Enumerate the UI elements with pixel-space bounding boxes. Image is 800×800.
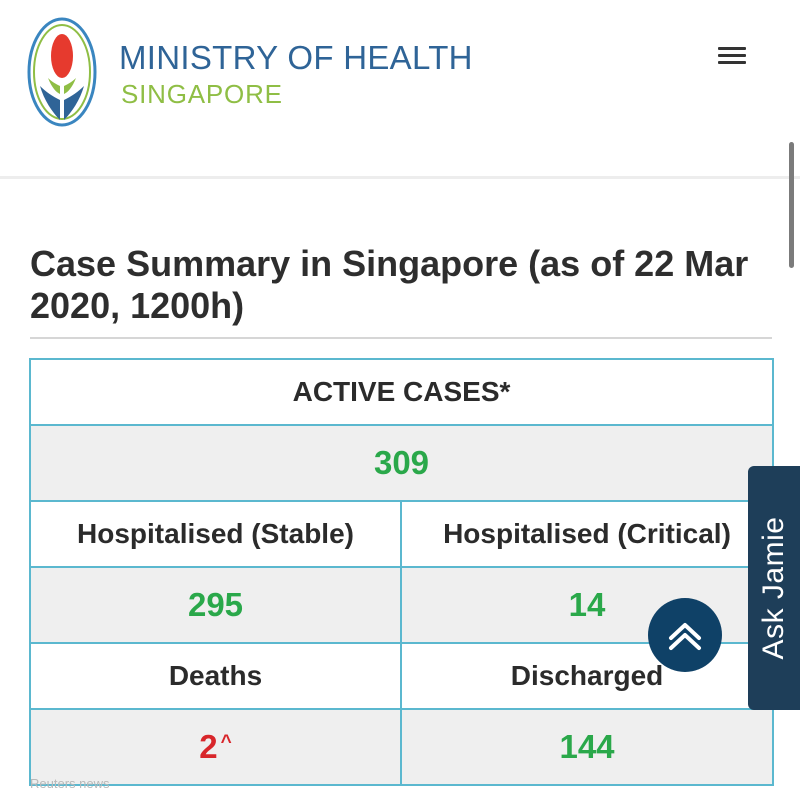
active-cases-cell: 309	[28, 424, 775, 502]
active-cases-header: ACTIVE CASES*	[28, 358, 775, 426]
org-name: MINISTRY OF HEALTH	[119, 39, 473, 76]
hospitalised-critical-header: Hospitalised (Critical)	[399, 500, 775, 568]
ask-jamie-tab[interactable]: Ask Jamie	[748, 466, 800, 710]
scrollbar-thumb[interactable]	[789, 142, 794, 268]
deaths-footnote-marker: ^	[220, 732, 232, 753]
case-summary-table: ACTIVE CASES* 309 Hospitalised (Stable) …	[28, 358, 775, 786]
hospitalised-critical-cell: 14	[399, 566, 775, 644]
double-chevron-up-icon	[669, 623, 701, 650]
hospitalised-critical-value: 14	[568, 586, 606, 623]
hospitalised-stable-label: Hospitalised (Stable)	[77, 518, 354, 549]
page-title: Case Summary in Singapore (as of 22 Mar …	[30, 243, 749, 326]
back-to-top-button[interactable]	[648, 598, 722, 672]
hospitalised-stable-value: 295	[187, 586, 244, 623]
discharged-value: 144	[559, 728, 615, 765]
deaths-header: Deaths	[29, 642, 402, 710]
ask-jamie-label: Ask Jamie	[757, 516, 790, 660]
hospitalised-stable-header: Hospitalised (Stable)	[29, 500, 402, 568]
discharged-label: Discharged	[510, 660, 664, 691]
title-divider	[30, 337, 772, 339]
active-cases-label: ACTIVE CASES*	[292, 376, 511, 407]
org-country: SINGAPORE	[121, 79, 283, 109]
site-header: MINISTRY OF HEALTH SINGAPORE	[0, 0, 800, 178]
discharged-cell: 144	[399, 708, 775, 786]
active-cases-value: 309	[373, 444, 430, 481]
deaths-value: 2	[199, 728, 218, 765]
deaths-label: Deaths	[168, 660, 263, 691]
hospitalised-critical-label: Hospitalised (Critical)	[443, 518, 731, 549]
deaths-cell: 2 ^	[29, 708, 402, 786]
watermark: Reuters news	[30, 776, 110, 791]
moh-logo-icon[interactable]	[26, 16, 98, 133]
header-divider	[0, 176, 800, 179]
hospitalised-stable-cell: 295	[29, 566, 402, 644]
hamburger-menu-icon[interactable]	[716, 44, 748, 70]
